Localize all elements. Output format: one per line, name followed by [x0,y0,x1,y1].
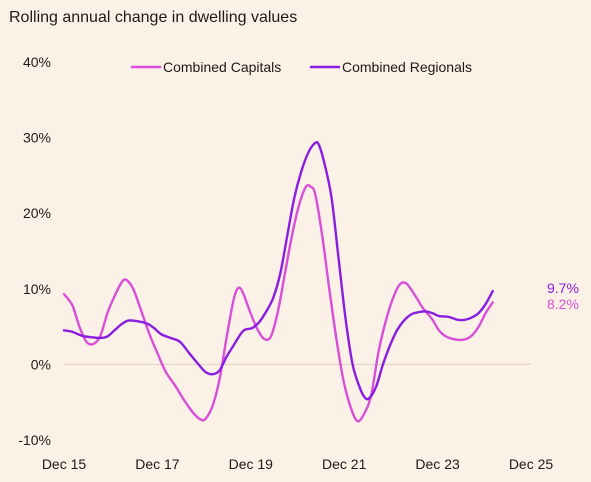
y-tick-label: 40% [23,54,51,70]
legend-item-combined-capitals: Combined Capitals [130,59,281,75]
y-tick-label: 30% [23,130,51,146]
y-tick-label: 20% [23,205,51,221]
y-axis: -10% 0% 10% 20% 30% 40% [18,54,531,448]
y-tick-label: -10% [18,432,51,448]
legend-item-combined-regionals: Combined Regionals [309,59,472,75]
x-tick-label: Dec 25 [509,456,554,472]
x-tick-label: Dec 21 [322,456,367,472]
series-line-combined-regionals [62,140,494,401]
legend-label: Combined Regionals [342,59,472,75]
x-tick-label: Dec 23 [415,456,460,472]
plot-lines [62,140,494,423]
end-label-capitals: 8.2% [547,296,579,312]
legend: Combined Capitals Combined Regionals [130,59,472,75]
chart-title: Rolling annual change in dwelling values [9,9,298,26]
y-tick-label: 10% [23,281,51,297]
y-tick-label: 0% [31,356,51,372]
end-labels: 9.7%8.2% [547,280,579,312]
x-axis: Dec 15 Dec 17 Dec 19 Dec 21 Dec 23 Dec 25 [42,456,554,472]
x-tick-label: Dec 17 [135,456,180,472]
legend-label: Combined Capitals [163,59,281,75]
series-line-combined-capitals [62,183,494,423]
end-label-regionals: 9.7% [547,280,579,296]
x-tick-label: Dec 19 [229,456,274,472]
x-tick-label: Dec 15 [42,456,87,472]
